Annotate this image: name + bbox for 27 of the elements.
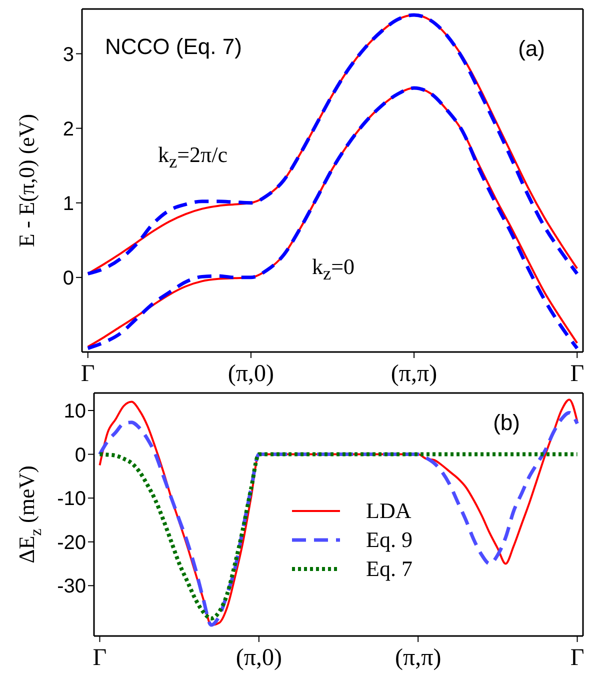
x-tick-label: Γ bbox=[570, 361, 584, 388]
x-tick-label: Γ bbox=[80, 361, 95, 388]
annotation: (b) bbox=[493, 410, 520, 436]
y-tick-label: 10 bbox=[64, 400, 86, 423]
x-tick-label: (π,0) bbox=[236, 645, 282, 672]
y-tick-label: 2 bbox=[62, 118, 74, 140]
annotation: k$_{z}$=2π/c bbox=[158, 142, 228, 172]
annotation: NCCO (Eq. 7) bbox=[105, 34, 242, 60]
legend-label: Eq. 9 bbox=[366, 526, 412, 552]
y-tick-label: -30 bbox=[57, 576, 86, 598]
x-tick-label: Γ bbox=[570, 645, 584, 672]
y-axis-title: E - E(π,0) (eV) bbox=[14, 114, 38, 248]
annotation: (a) bbox=[518, 36, 545, 62]
y-tick-label: 0 bbox=[62, 268, 74, 290]
y-tick-label: 3 bbox=[62, 44, 74, 66]
legend-label: Eq. 7 bbox=[366, 556, 412, 582]
line-series bbox=[98, 452, 580, 620]
x-tick-label: Γ bbox=[92, 645, 107, 672]
x-tick-label: (π,π) bbox=[394, 645, 442, 672]
y-tick-label: -10 bbox=[57, 488, 86, 510]
legend-label: LDA bbox=[366, 498, 412, 524]
y-tick-label: 0 bbox=[74, 444, 86, 466]
annotation: k$_{z}$=0 bbox=[312, 254, 355, 284]
x-tick-label: (π,0) bbox=[228, 361, 274, 388]
x-tick-label: (π,π) bbox=[390, 361, 438, 388]
y-tick-label: 1 bbox=[62, 192, 74, 215]
y-tick-label: -20 bbox=[57, 532, 86, 554]
